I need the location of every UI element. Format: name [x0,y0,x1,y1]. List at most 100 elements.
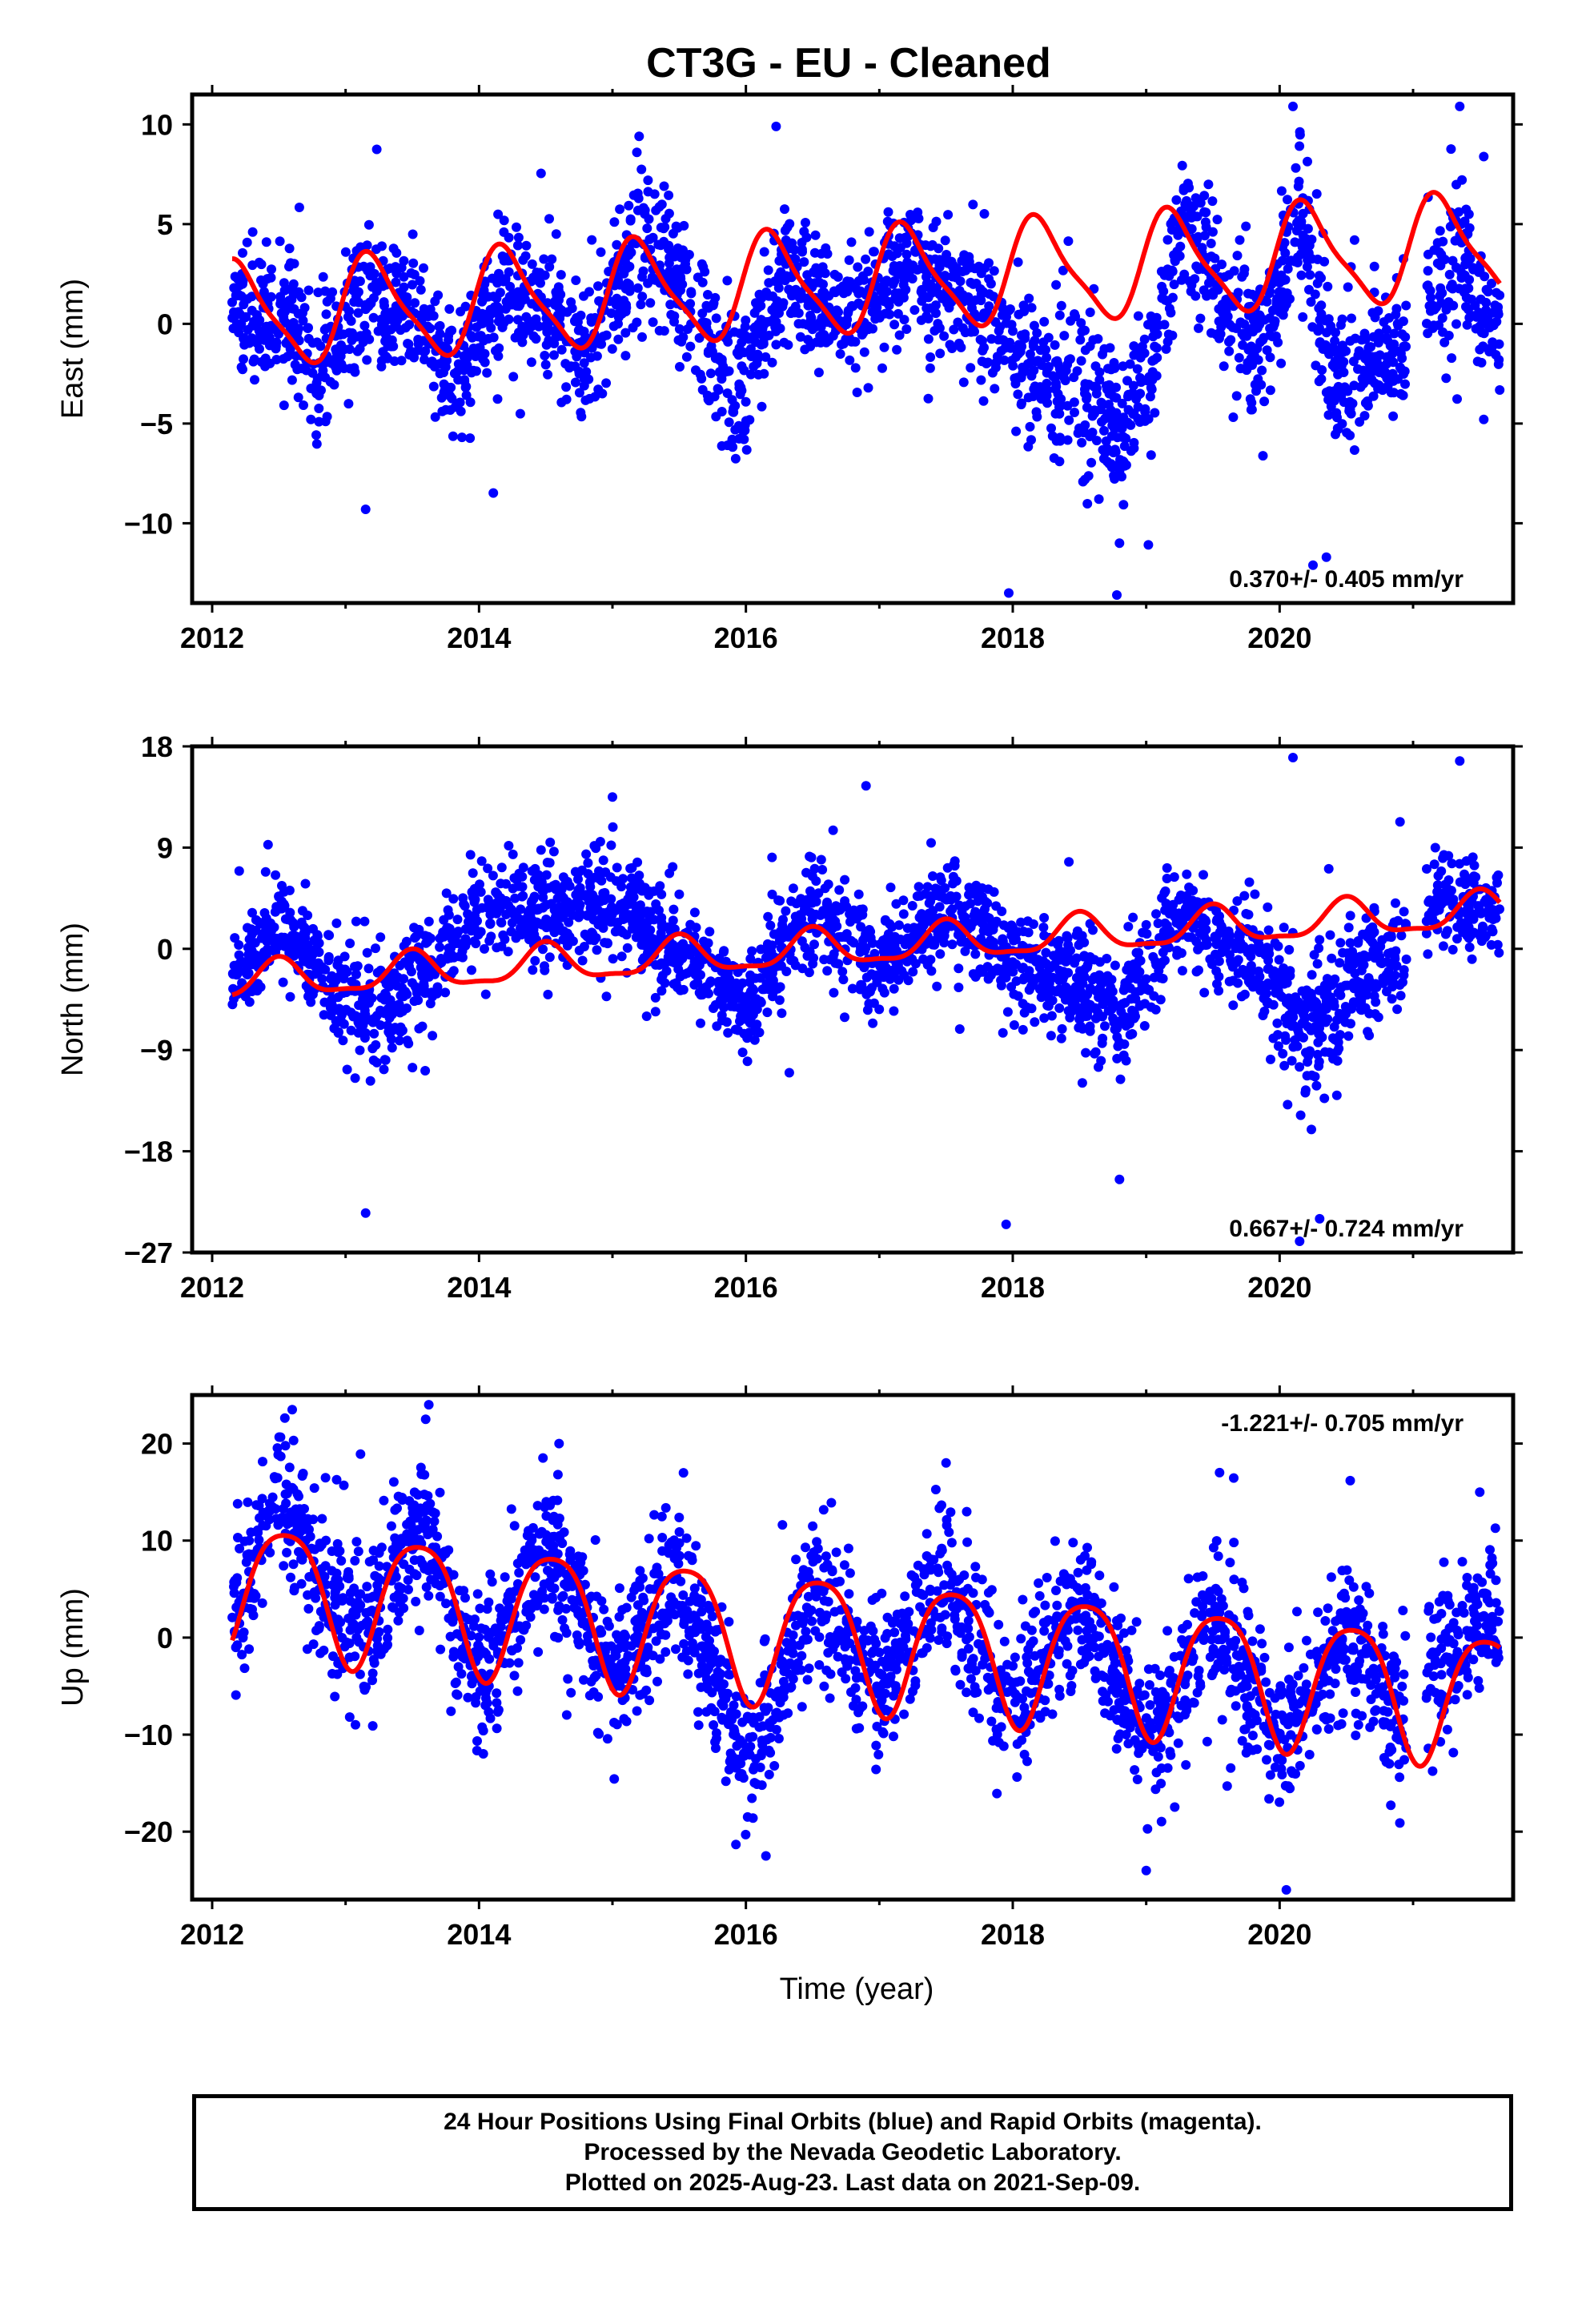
data-point [453,927,464,936]
data-point [1423,949,1433,959]
data-point [631,932,641,943]
data-point [824,291,834,301]
data-point [741,1014,751,1024]
data-point [562,940,572,951]
data-point [632,283,643,293]
data-point [477,310,488,320]
data-point [632,857,643,867]
data-point [1132,364,1142,374]
data-point [1392,319,1403,329]
data-point [940,235,950,246]
data-point [1205,954,1215,964]
data-point [889,1006,899,1016]
data-point [379,995,390,1005]
data-point [783,340,793,350]
data-point [1301,1047,1311,1058]
data-point [1090,405,1099,416]
data-point [1166,225,1177,235]
data-point [556,397,567,408]
data-point [1054,310,1065,320]
data-point [759,368,769,379]
data-point [1270,316,1280,326]
data-point [571,890,581,900]
data-point [828,331,838,341]
data-point [741,416,751,426]
data-point [612,862,622,873]
data-point [1321,552,1331,562]
data-point [758,316,768,327]
data-point [612,239,622,250]
data-point [1455,858,1465,869]
data-point [1167,267,1178,276]
data-point [889,320,900,330]
data-point [1290,237,1300,247]
data-point [666,310,677,320]
data-point [1452,394,1462,404]
data-point [1279,923,1289,933]
data-point [642,223,652,234]
data-point [864,227,874,237]
data-point [1174,895,1184,905]
data-point [1125,359,1135,369]
data-point [531,314,541,324]
data-point [1023,927,1034,938]
data-point [1032,328,1042,338]
data-point [516,930,527,940]
data-point [955,276,966,287]
data-point [376,320,387,330]
data-point [377,241,387,251]
data-point [1335,938,1346,948]
data-point [696,990,706,1000]
data-point [470,911,480,921]
data-point [1259,1006,1270,1016]
data-point [1381,333,1391,344]
data-point [624,200,634,211]
data-point [888,965,898,975]
data-point [1062,931,1072,941]
data-point [934,243,944,254]
data-point [1472,356,1483,367]
data-point [1077,437,1087,448]
data-point [1095,957,1105,967]
data-point [464,917,473,927]
data-point [363,987,374,998]
data-point [1323,410,1334,420]
data-point [1286,255,1296,266]
data-point [845,355,855,365]
data-point [278,977,288,987]
data-point [331,918,342,928]
data-point [1480,271,1490,282]
data-point [762,1007,773,1018]
data-point [1295,1062,1305,1072]
data-point [610,927,620,937]
data-point [1439,337,1450,348]
data-point [1325,992,1335,1003]
data-point [674,889,685,899]
data-point [1078,951,1089,962]
data-point [713,385,724,395]
data-point [1082,394,1092,404]
data-point [973,896,983,907]
data-point [279,300,290,310]
data-point [1452,179,1461,190]
data-point [391,268,402,279]
data-point [351,969,361,979]
data-point [847,983,857,994]
data-point [1201,940,1211,951]
data-point [1075,939,1086,949]
data-point [1153,919,1163,928]
data-point [536,278,545,288]
data-point [745,954,756,964]
data-point [404,339,414,349]
data-point [1388,357,1399,368]
data-point [873,295,884,305]
data-point [347,335,357,345]
data-point [1181,903,1191,914]
data-point [1010,379,1021,389]
data-point [773,961,783,971]
data-point [1426,292,1435,303]
data-point [404,1039,414,1049]
data-point [1169,872,1179,883]
data-point [1263,925,1274,935]
data-point [379,300,389,311]
